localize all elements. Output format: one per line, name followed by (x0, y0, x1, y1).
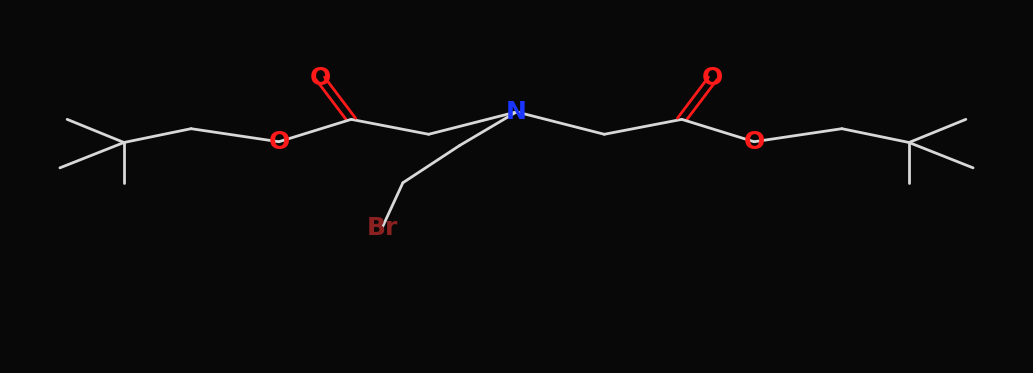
Text: O: O (702, 66, 723, 90)
Text: O: O (744, 130, 764, 154)
Text: Br: Br (367, 216, 398, 239)
Text: N: N (506, 100, 527, 124)
Text: O: O (310, 66, 331, 90)
Text: O: O (269, 130, 289, 154)
